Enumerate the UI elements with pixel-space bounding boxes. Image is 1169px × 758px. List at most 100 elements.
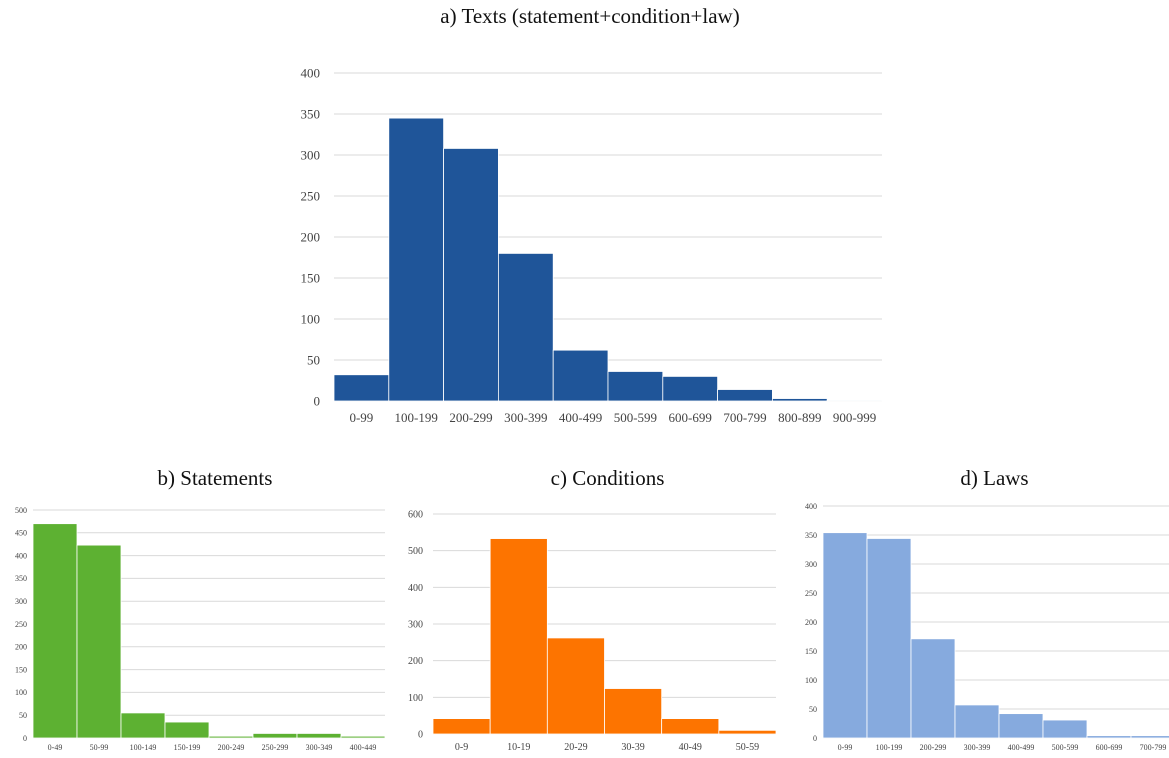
bar-500-599 — [1042, 719, 1088, 739]
bar-300-399 — [497, 252, 554, 402]
y-tick-label: 300 — [301, 148, 321, 163]
y-tick-label: 400 — [301, 66, 321, 81]
x-tick-label: 400-499 — [1008, 743, 1035, 752]
x-tick-label: 100-199 — [395, 410, 438, 425]
y-tick-label: 0 — [813, 734, 817, 743]
y-tick-label: 400 — [408, 583, 423, 594]
bar-200-299 — [443, 148, 499, 402]
bar-300-349 — [296, 733, 342, 739]
x-tick-label: 200-249 — [218, 743, 245, 752]
chart-panel-conditions: c) Conditions 0 100 200 300 400 500 600 0-9 10-1… — [395, 455, 785, 758]
bar-400-499 — [552, 349, 609, 402]
x-tick-label: 900-999 — [833, 410, 876, 425]
y-tick-label: 300 — [408, 620, 423, 631]
bar-50-59 — [718, 729, 777, 735]
y-tick-label: 50 — [307, 353, 320, 368]
chart-panel-statements: b) Statements 0 50 100 150 200 250 300 350 400 45… — [0, 455, 390, 758]
bar-500-599 — [607, 371, 664, 402]
x-tick-label: 400-449 — [350, 743, 377, 752]
bar-0-49 — [32, 523, 78, 739]
x-tick-label: 30-39 — [621, 742, 644, 753]
x-tick-label: 500-599 — [614, 410, 657, 425]
x-tick-label: 300-399 — [964, 743, 991, 752]
y-tick-label: 200 — [408, 656, 423, 667]
y-tick-label: 250 — [301, 189, 321, 204]
y-tick-label: 400 — [805, 502, 817, 511]
y-tick-label: 350 — [301, 107, 321, 122]
y-tick-label: 350 — [15, 574, 27, 583]
bar-600-699 — [1086, 735, 1132, 739]
bar-700-799 — [1130, 735, 1169, 739]
bar-600-699 — [662, 375, 718, 402]
bar-400-449 — [340, 735, 386, 739]
y-tick-label: 150 — [301, 271, 321, 286]
bar-700-799 — [717, 389, 773, 402]
bar-200-249 — [208, 735, 254, 739]
x-tick-label: 800-899 — [778, 410, 821, 425]
x-tick-label: 0-9 — [455, 742, 468, 753]
bar-10-19 — [489, 538, 548, 735]
y-tick-label: 0 — [418, 730, 423, 741]
y-tick-label: 250 — [15, 620, 27, 629]
y-tick-label: 50 — [19, 711, 27, 720]
chart-title-laws: d) Laws — [960, 466, 1029, 490]
y-tick-label: 300 — [805, 560, 817, 569]
y-tick-label: 600 — [408, 510, 423, 521]
y-tick-label: 400 — [15, 551, 27, 560]
y-tick-label: 150 — [15, 665, 27, 674]
y-tick-label: 200 — [805, 618, 817, 627]
chart-laws: 0 50 100 150 200 250 300 350 400 0-99 100-199 200-2… — [805, 502, 1169, 752]
x-tick-label: 10-19 — [507, 742, 530, 753]
bar-300-399 — [954, 704, 1000, 739]
bar-900-999 — [826, 399, 883, 402]
y-tick-label: 50 — [809, 705, 817, 714]
x-tick-label: 150-199 — [174, 743, 201, 752]
y-tick-label: 100 — [15, 688, 27, 697]
bar-0-9 — [432, 718, 491, 735]
bar-400-499 — [998, 713, 1044, 739]
x-tick-label: 700-799 — [723, 410, 766, 425]
x-tick-label: 0-49 — [48, 743, 63, 752]
y-tick-label: 500 — [408, 546, 423, 557]
x-tick-label: 50-99 — [90, 743, 109, 752]
chart-panel-texts: a) Texts (statement+condition+law) 0 50 10… — [280, 0, 900, 430]
y-tick-label: 0 — [314, 394, 321, 409]
bar-20-29 — [546, 637, 605, 735]
bar-50-99 — [76, 544, 122, 739]
bar-0-99 — [333, 374, 390, 402]
chart-title-texts: a) Texts (statement+condition+law) — [440, 4, 740, 28]
bar-200-299 — [910, 638, 956, 739]
chart-title-statements: b) Statements — [157, 466, 273, 490]
chart-title-conditions: c) Conditions — [550, 466, 665, 490]
x-tick-label: 300-399 — [504, 410, 547, 425]
bar-0-99 — [822, 532, 868, 739]
chart-statements: 0 50 100 150 200 250 300 350 400 450 500 0-49 50-99 1… — [15, 506, 386, 752]
x-tick-label: 50-59 — [736, 742, 759, 753]
x-tick-label: 300-349 — [306, 743, 333, 752]
x-tick-label: 100-199 — [876, 743, 903, 752]
chart-conditions: 0 100 200 300 400 500 600 0-9 10-19 20-29 30-39 40-… — [408, 510, 777, 753]
y-tick-label: 200 — [301, 230, 321, 245]
y-tick-label: 300 — [15, 597, 27, 606]
x-tick-label: 600-699 — [1096, 743, 1123, 752]
bar-100-199 — [866, 538, 912, 739]
x-tick-label: 400-499 — [559, 410, 602, 425]
y-tick-label: 150 — [805, 647, 817, 656]
y-tick-label: 450 — [15, 529, 27, 538]
x-tick-label: 100-149 — [130, 743, 157, 752]
y-tick-label: 100 — [408, 693, 423, 704]
x-tick-label: 20-29 — [564, 742, 587, 753]
x-tick-label: 40-49 — [679, 742, 702, 753]
y-tick-label: 100 — [805, 676, 817, 685]
bar-800-899 — [771, 398, 828, 402]
bar-100-199 — [388, 117, 445, 402]
x-tick-label: 200-299 — [449, 410, 492, 425]
y-tick-label: 100 — [301, 312, 321, 327]
x-tick-label: 500-599 — [1052, 743, 1079, 752]
x-tick-label: 700-799 — [1140, 743, 1167, 752]
bar-250-299 — [252, 733, 298, 739]
chart-texts: 0 50 100 150 200 250 300 350 400 0-99 100-199 200-2… — [301, 66, 883, 425]
y-tick-label: 500 — [15, 506, 27, 515]
x-tick-label: 200-299 — [920, 743, 947, 752]
y-tick-label: 250 — [805, 589, 817, 598]
